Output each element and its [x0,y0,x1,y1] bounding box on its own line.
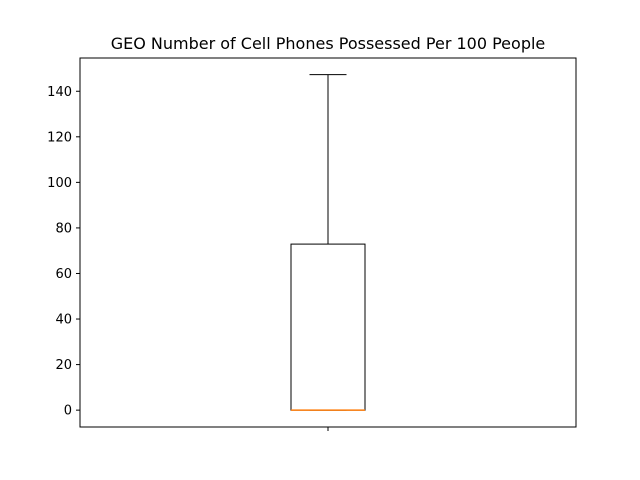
y-tick-label-40: 40 [55,313,72,328]
y-tick-label-100: 100 [47,176,72,191]
y-tick-label-140: 140 [47,85,72,100]
y-tick-label-0: 0 [64,404,72,419]
y-tick-label-60: 60 [55,267,72,282]
y-tick-label-20: 20 [55,358,72,373]
plot-frame [79,57,577,428]
chart-title: GEO Number of Cell Phones Possessed Per … [111,34,546,53]
iqr-box [290,243,366,411]
y-tick-label-120: 120 [47,130,72,145]
y-tick-label-80: 80 [55,221,72,236]
